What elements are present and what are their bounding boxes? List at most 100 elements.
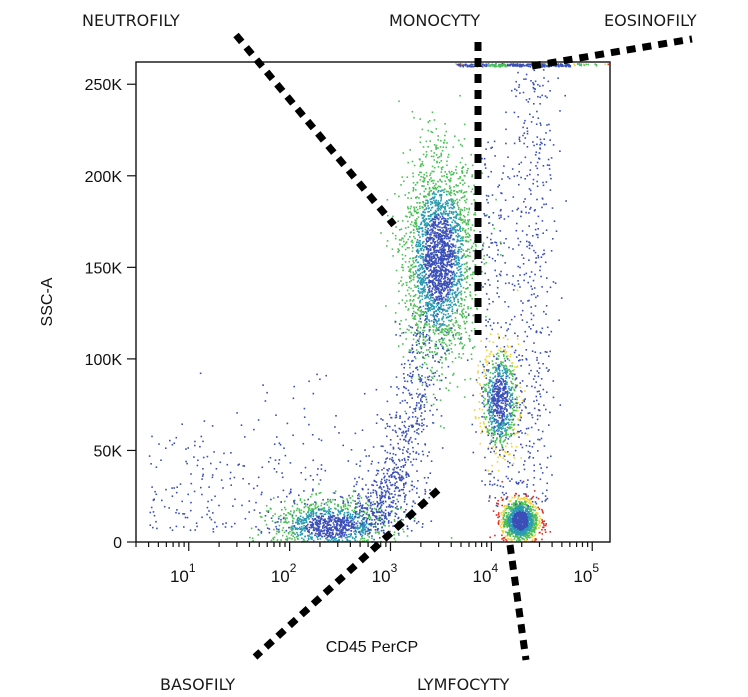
event-dot	[518, 539, 520, 541]
event-dot	[407, 238, 409, 241]
event-dot	[509, 433, 512, 435]
event-dot	[427, 215, 430, 217]
event-dot	[497, 352, 499, 355]
event-dot	[444, 283, 447, 285]
event-dot	[509, 506, 512, 509]
event-dot	[436, 262, 439, 265]
event-dot	[428, 221, 431, 223]
event-dot	[517, 519, 519, 522]
event-dot	[434, 241, 437, 243]
event-dot	[512, 512, 515, 514]
event-dot	[441, 328, 443, 330]
event-dot	[466, 270, 468, 272]
event-dot	[444, 220, 447, 222]
event-dot	[434, 245, 436, 248]
event-dot	[499, 417, 502, 419]
event-dot	[533, 526, 535, 528]
event-dot	[462, 278, 464, 281]
event-dot	[506, 540, 508, 542]
event-dot	[433, 119, 436, 121]
event-dot	[440, 330, 443, 332]
event-dot	[308, 513, 310, 516]
event-dot	[450, 243, 452, 245]
event-dot	[430, 272, 432, 275]
event-dot	[442, 237, 444, 240]
event-dot	[416, 212, 418, 214]
event-dot	[410, 197, 413, 200]
event-dot	[358, 515, 361, 518]
event-dot	[516, 398, 518, 401]
event-dot	[326, 524, 328, 527]
event-dot	[502, 407, 504, 410]
event-dot	[536, 517, 538, 519]
event-dot	[528, 501, 530, 504]
event-dot	[392, 232, 394, 235]
event-dot	[458, 250, 460, 253]
event-dot	[443, 139, 446, 141]
event-dot	[441, 373, 443, 375]
event-dot	[418, 320, 420, 323]
event-dot	[427, 310, 429, 313]
event-dot	[420, 283, 422, 286]
event-dot	[457, 261, 460, 264]
event-dot	[416, 230, 419, 232]
event-dot	[445, 387, 447, 389]
event-dot	[420, 227, 422, 229]
event-dot	[533, 523, 536, 526]
event-dot	[488, 382, 490, 385]
event-dot	[487, 412, 490, 415]
event-dot	[508, 533, 511, 536]
event-dot	[500, 410, 503, 412]
event-dot	[450, 230, 453, 233]
event-dot	[446, 292, 449, 295]
event-dot	[424, 279, 427, 281]
event-dot	[450, 198, 452, 200]
event-dot	[448, 319, 450, 322]
event-dot	[424, 220, 426, 222]
event-dot	[419, 310, 421, 312]
event-dot	[428, 330, 431, 333]
event-dot	[456, 294, 458, 296]
event-dot	[517, 533, 520, 535]
event-dot	[447, 236, 450, 238]
event-dot	[451, 256, 453, 258]
event-dot	[497, 423, 500, 426]
event-dot	[342, 528, 344, 530]
event-dot	[498, 425, 500, 428]
event-dot	[516, 534, 519, 536]
event-dot	[411, 110, 414, 113]
event-dot	[500, 396, 503, 399]
event-dot	[455, 184, 458, 187]
event-dot	[461, 167, 463, 169]
event-dot	[508, 424, 510, 426]
event-dot	[287, 521, 290, 523]
event-dot	[479, 384, 482, 387]
event-dot	[444, 280, 446, 282]
event-dot	[323, 518, 325, 521]
event-dot	[504, 400, 507, 403]
event-dot	[439, 209, 442, 211]
event-dot	[422, 259, 425, 262]
event-dot	[483, 416, 486, 419]
event-dot	[335, 508, 337, 510]
event-dot	[430, 299, 432, 302]
event-dot	[460, 197, 463, 199]
event-dot	[466, 287, 469, 290]
event-dot	[454, 329, 456, 331]
event-dot	[518, 522, 520, 525]
event-dot	[502, 418, 504, 421]
event-dot	[292, 527, 294, 529]
event-dot	[404, 242, 407, 245]
event-dot	[447, 348, 449, 350]
event-dot	[430, 207, 433, 209]
event-dot	[459, 240, 462, 242]
event-dot	[515, 514, 517, 517]
event-dot	[419, 268, 422, 270]
event-dot	[415, 286, 418, 288]
event-dot	[425, 349, 428, 351]
event-dot	[531, 514, 533, 517]
event-dot	[286, 539, 288, 541]
event-dot	[449, 172, 451, 174]
event-dot	[495, 379, 498, 381]
event-dot	[526, 538, 528, 541]
